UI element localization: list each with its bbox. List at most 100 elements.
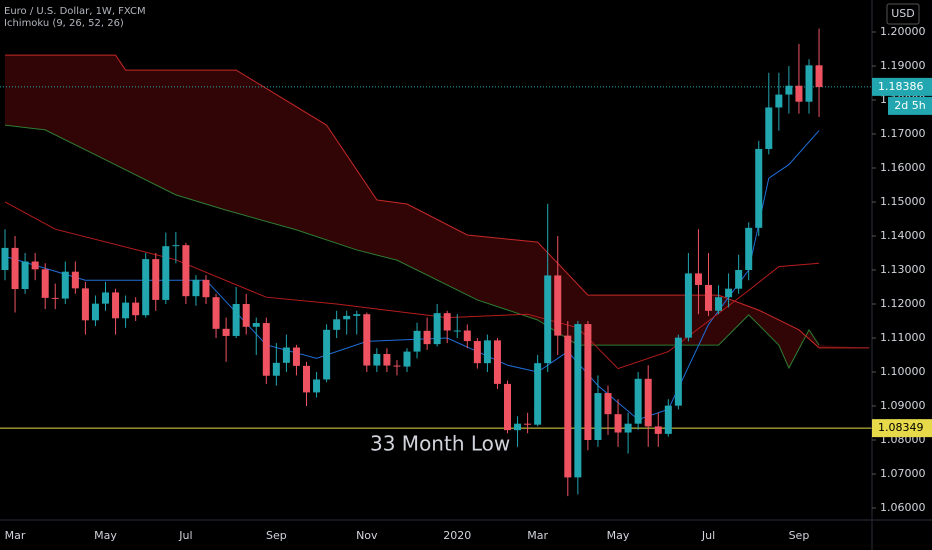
cloud	[5, 55, 870, 368]
x-tick-label: Jul	[178, 529, 192, 542]
candle-body	[252, 323, 260, 327]
plot-area	[0, 28, 872, 497]
candle-body	[654, 426, 662, 434]
y-tick-label: 1.20000	[880, 25, 926, 38]
candle-body	[554, 275, 562, 336]
candle-body	[51, 297, 59, 299]
candle-body	[61, 271, 69, 299]
x-tick-label: Nov	[356, 529, 378, 542]
currency-box[interactable]	[886, 3, 920, 25]
y-tick-label: 1.12000	[880, 297, 926, 310]
candle-body	[282, 347, 290, 363]
candle-body	[81, 288, 89, 321]
chart-title: Euro / U.S. Dollar, 1W, FXCM	[4, 6, 146, 17]
candle-body	[755, 148, 763, 228]
y-tick-label: 1.15000	[880, 195, 926, 208]
candle-body	[313, 379, 321, 393]
candle-body	[584, 324, 592, 440]
currency: USD	[891, 7, 915, 20]
candle-body	[413, 330, 421, 352]
candle-body	[544, 275, 552, 364]
candle-body	[795, 85, 803, 102]
candle-body	[504, 383, 511, 431]
candle-body	[242, 303, 250, 327]
candle-body	[343, 315, 351, 320]
candle-body	[775, 94, 783, 108]
x-tick-label: May	[94, 529, 117, 542]
y-tick-label: 1.06000	[880, 501, 926, 514]
candle-body	[574, 324, 582, 478]
price-label: 1.18386	[878, 80, 924, 93]
indicator-line	[4, 201, 820, 370]
candle-body	[644, 378, 652, 427]
candle-body	[393, 365, 401, 367]
candle-body	[232, 303, 240, 336]
candle-body	[765, 107, 773, 149]
candle-body	[735, 269, 743, 289]
candle-body	[21, 261, 29, 290]
y-tick-label: 1.10000	[880, 365, 926, 378]
span-b	[5, 54, 870, 349]
candle-body	[182, 245, 190, 297]
candle-body	[383, 353, 391, 366]
x-tick-label: Mar	[527, 529, 548, 542]
candle-body	[433, 313, 441, 345]
candle-body	[594, 393, 602, 440]
candle-body	[1, 247, 9, 270]
candle-body	[453, 330, 461, 332]
candle-body	[373, 353, 381, 366]
x-tick-label: Sep	[266, 529, 287, 542]
candle-body	[132, 302, 140, 316]
x-tick-label: Jul	[701, 529, 715, 542]
candle-body	[694, 273, 702, 285]
candle-body	[152, 259, 160, 300]
candle-body	[363, 314, 371, 366]
candle-body	[624, 423, 632, 433]
y-tick-label: 1.17000	[880, 127, 926, 140]
candle-body	[745, 227, 753, 270]
price-label-box	[872, 419, 932, 438]
candle-body	[423, 330, 431, 345]
candle-body	[684, 273, 692, 338]
candle-body	[614, 414, 622, 433]
candle-body	[172, 245, 180, 247]
candle-body	[262, 323, 270, 376]
candle-body	[112, 292, 120, 319]
candle-body	[634, 378, 642, 424]
candle-body	[785, 85, 793, 95]
candle-body	[222, 328, 230, 336]
candle-body	[493, 340, 501, 384]
x-tick-label: Sep	[789, 529, 810, 542]
candle-body	[473, 341, 481, 364]
candle-body	[483, 340, 491, 364]
candle-body	[31, 261, 39, 270]
candle-body	[443, 313, 451, 331]
candle-body	[11, 247, 19, 290]
annotation: 33 Month Low	[370, 432, 510, 456]
candle-body	[292, 347, 300, 366]
candle-body	[514, 423, 522, 431]
candle-body	[323, 329, 331, 380]
candle-body	[192, 279, 200, 297]
candle-body	[715, 297, 723, 311]
candle-body	[202, 279, 210, 298]
candle-body	[122, 302, 130, 319]
price-label-box	[872, 77, 932, 96]
y-tick-label: 1.13000	[880, 263, 926, 276]
y-tick-label: 1.19000	[880, 59, 926, 72]
y-tick-label: 1.14000	[880, 229, 926, 242]
candle-body	[303, 365, 310, 393]
candle-body	[463, 330, 471, 342]
candle-body	[102, 292, 109, 304]
price-label: 1.08349	[878, 421, 924, 434]
candle-body	[142, 259, 150, 316]
x-tick-label: 2020	[443, 529, 471, 542]
candle-body	[403, 351, 411, 367]
candle-body	[272, 362, 280, 376]
candle-body	[212, 297, 220, 329]
x-tick-label: Mar	[5, 529, 26, 542]
candle-body	[353, 314, 361, 316]
candle-body	[91, 303, 99, 321]
candle-body	[664, 405, 672, 434]
